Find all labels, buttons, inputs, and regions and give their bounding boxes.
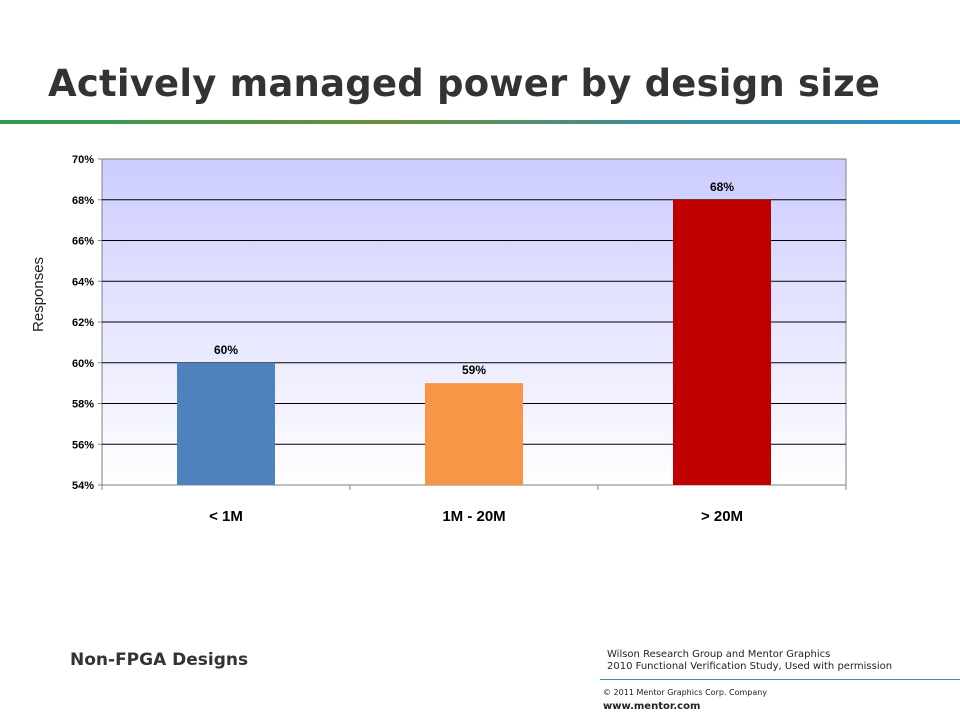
bar-chart: 54% 56% 58% 60% 62% 64% 66% 68% 70% 60% 59% 68% < … [72, 154, 847, 525]
y-tick-label: 66% [72, 236, 94, 248]
y-tick-label: 70% [72, 154, 94, 166]
bar [177, 362, 275, 485]
y-tick-label: 58% [72, 399, 94, 411]
credit-line-1: Wilson Research Group and Mentor Graphic… [607, 649, 831, 660]
x-tick-label: > 20M [701, 508, 743, 525]
y-tick-label: 68% [72, 195, 94, 207]
y-tick-label: 62% [72, 317, 94, 329]
x-axis-ticks: < 1M 1M - 20M > 20M [101, 485, 847, 525]
bar-value-label: 59% [462, 363, 486, 377]
x-tick-label: < 1M [209, 508, 243, 525]
x-tick-label: 1M - 20M [442, 508, 505, 525]
y-tick-label: 60% [72, 358, 94, 370]
website-link[interactable]: www.mentor.com [603, 701, 701, 712]
y-tick-label: 54% [72, 480, 94, 492]
credit-text: Wilson Research Group and Mentor Graphic… [607, 649, 892, 673]
footer-designs-label: Non-FPGA Designs [70, 650, 249, 670]
bars [177, 199, 771, 485]
bar-value-label: 68% [710, 180, 734, 194]
bar [673, 199, 771, 485]
y-tick-label: 56% [72, 439, 94, 451]
title-divider [0, 120, 960, 124]
bar-value-label: 60% [214, 343, 238, 357]
slide-title: Actively managed power by design size [48, 62, 881, 105]
bar [425, 383, 523, 485]
copyright-text: © 2011 Mentor Graphics Corp. Company [603, 688, 768, 697]
y-tick-label: 64% [72, 276, 94, 288]
credit-line-2: 2010 Functional Verification Study, Used… [607, 661, 893, 672]
footer-divider [600, 679, 960, 680]
y-axis-label: Responses [30, 256, 47, 332]
bar-value-labels: 60% 59% 68% [214, 180, 734, 377]
y-axis-ticks: 54% 56% 58% 60% 62% 64% 66% 68% 70% [72, 154, 102, 492]
